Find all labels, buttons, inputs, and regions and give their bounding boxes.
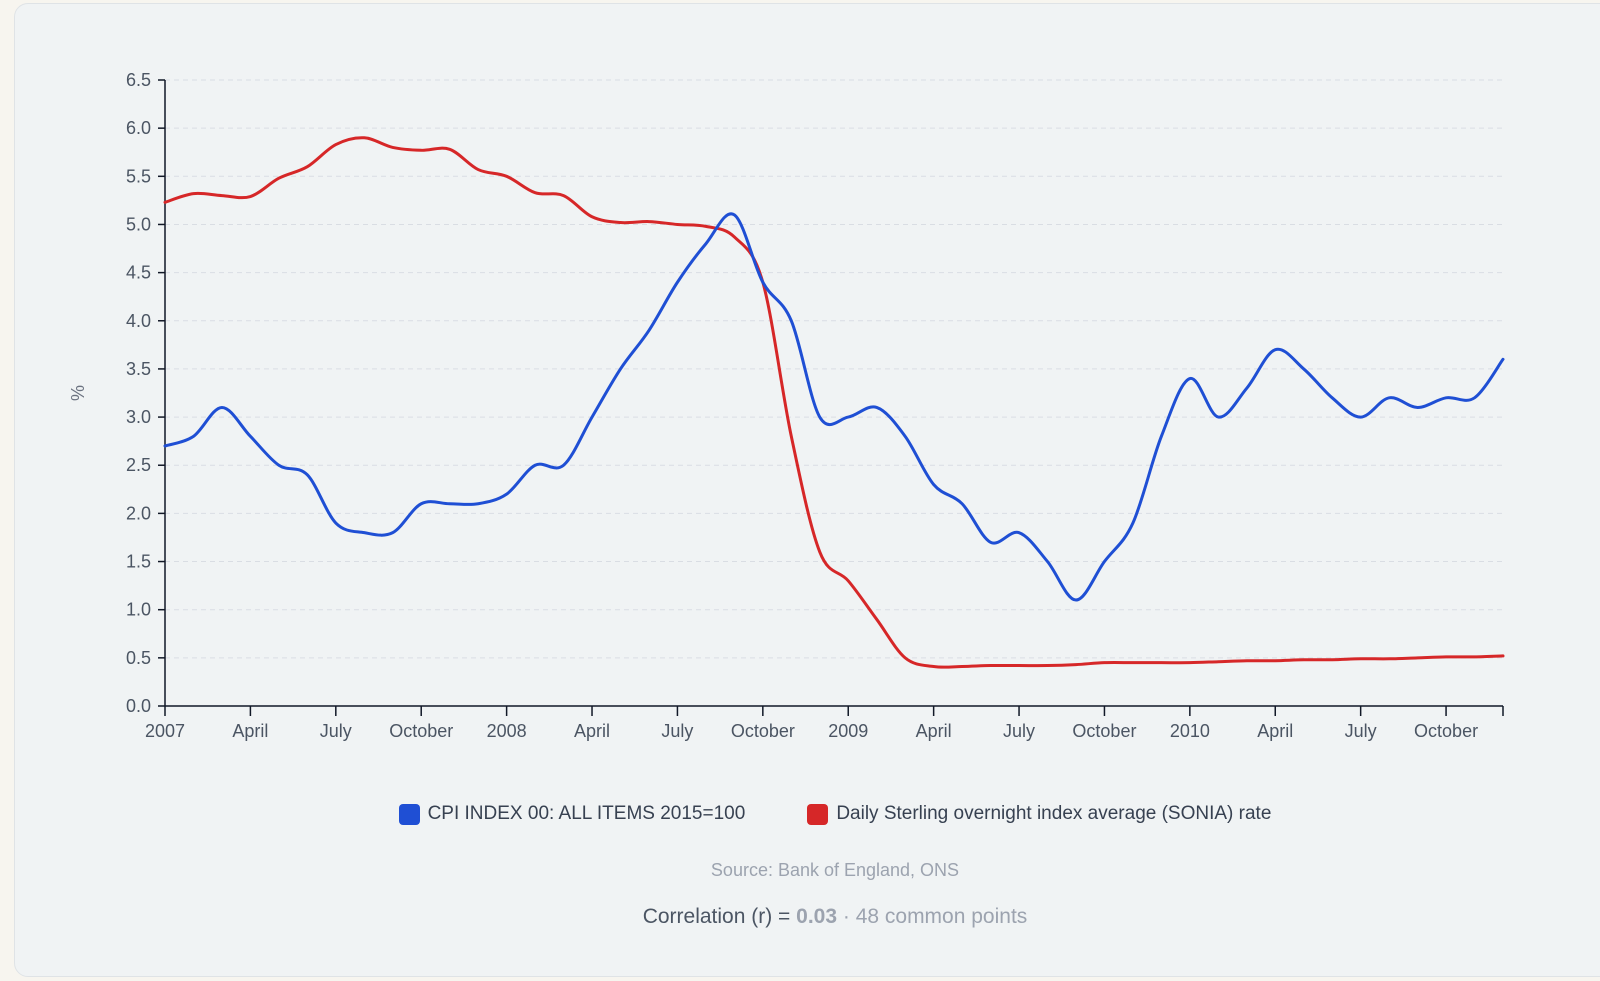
y-axis-label: % [68,385,88,401]
y-tick-label: 1.5 [126,552,151,572]
y-tick-label: 0.5 [126,648,151,668]
correlation-prefix: Correlation (r) = [642,905,797,928]
y-tick-label: 5.0 [126,214,151,234]
legend-item-sonia[interactable]: Daily Sterling overnight index average (… [807,803,1271,825]
x-tick-label: July [320,721,352,741]
y-tick-label: 2.5 [126,455,151,475]
x-tick-label: 2010 [1170,721,1210,741]
x-tick-label: October [1072,721,1136,741]
correlation-summary: Correlation (r) = 0.03 · 48 common point… [0,905,1600,929]
legend-label-cpi: CPI INDEX 00: ALL ITEMS 2015=100 [427,803,746,824]
y-tick-label: 5.5 [126,166,151,186]
x-tick-label: July [661,721,693,741]
legend-item-cpi[interactable]: CPI INDEX 00: ALL ITEMS 2015=100 [398,803,746,825]
y-tick-label: 1.0 [126,600,151,620]
y-tick-label: 4.5 [126,263,151,283]
legend-swatch-sonia [807,803,829,825]
x-tick-label: 2009 [828,721,868,741]
x-tick-label: April [574,721,610,741]
axes: 0.0 0.5 1.0 1.5 2.0 2.5 3.0 3.5 4.0 4.5 5.0 5.5 6.0 6… [126,70,1504,741]
y-tick-label: 6.5 [126,70,151,90]
y-tick-label: 3.5 [126,359,151,379]
y-tick-label: 2.0 [126,503,151,523]
x-tick-label: July [1345,721,1377,741]
x-tick-label: 2007 [145,721,185,741]
correlation-suffix: · 48 common points [837,905,1028,928]
y-tick-label: 4.0 [126,311,151,331]
x-tick-label: July [1003,721,1035,741]
y-tick-label: 0.0 [126,696,151,716]
x-tick-label: April [1257,721,1293,741]
chart-card [14,3,1600,977]
legend-swatch-cpi [398,803,420,825]
x-tick-label: April [232,721,268,741]
grid-lines [165,79,1503,659]
x-tick-label: April [916,721,952,741]
series-line-cpi [163,212,1505,602]
y-tick-label: 3.0 [126,407,151,427]
chart-legend: CPI INDEX 00: ALL ITEMS 2015=100 Daily S… [0,803,1600,825]
correlation-value: 0.03 [796,905,838,928]
series-lines [163,136,1505,669]
legend-label-sonia: Daily Sterling overnight index average (… [836,803,1272,824]
x-tick-label: October [731,721,795,741]
source-note: Source: Bank of England, ONS [710,860,960,880]
series-line-sonia [163,136,1505,669]
x-tick-label: 2008 [487,721,527,741]
x-tick-label: October [389,721,453,741]
x-tick-label: October [1414,721,1478,741]
y-tick-label: 6.0 [126,118,151,138]
